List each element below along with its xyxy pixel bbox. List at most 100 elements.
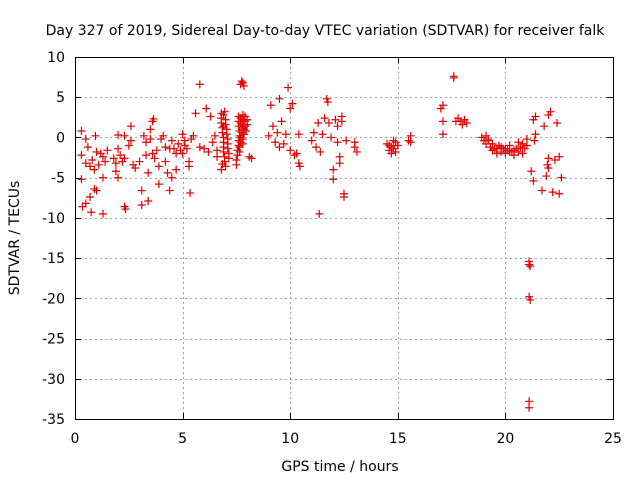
- data-point: [242, 127, 251, 136]
- data-point: [121, 205, 130, 214]
- data-point: [92, 147, 101, 156]
- data-point: [86, 162, 95, 171]
- y-tick-label: -20: [42, 291, 65, 307]
- data-point: [126, 122, 135, 131]
- data-point: [98, 173, 107, 182]
- data-point: [161, 143, 170, 152]
- data-point: [281, 130, 290, 139]
- data-point: [90, 165, 99, 174]
- data-point: [505, 147, 514, 156]
- data-point: [352, 147, 361, 156]
- data-point: [286, 104, 295, 113]
- data-point: [544, 154, 553, 163]
- data-point: [137, 201, 146, 210]
- data-point: [323, 98, 332, 107]
- data-point: [81, 199, 90, 208]
- data-point: [88, 155, 97, 164]
- data-point: [333, 138, 342, 147]
- data-point: [312, 143, 321, 152]
- data-point: [350, 143, 359, 152]
- data-point: [514, 138, 523, 147]
- data-point: [159, 131, 168, 140]
- x-axis-title: GPS time / hours: [281, 459, 398, 475]
- data-point: [544, 164, 553, 173]
- data-point: [438, 101, 447, 110]
- data-point: [111, 167, 120, 176]
- data-point: [531, 130, 540, 139]
- data-point: [98, 209, 107, 218]
- data-point: [314, 118, 323, 127]
- y-axis-title: SDTVAR / TECUs: [7, 181, 23, 296]
- data-point: [290, 151, 299, 160]
- data-point: [131, 164, 140, 173]
- data-point: [275, 143, 284, 152]
- data-point: [172, 165, 181, 174]
- data-point: [178, 130, 187, 139]
- data-point: [555, 152, 564, 161]
- data-point: [120, 154, 129, 163]
- data-point: [279, 139, 288, 148]
- data-point: [340, 192, 348, 201]
- data-point: [316, 147, 325, 156]
- data-point: [462, 118, 471, 127]
- data-point: [204, 147, 213, 156]
- data-point: [189, 131, 198, 140]
- data-point: [387, 149, 396, 158]
- data-point: [266, 101, 275, 110]
- data-point: [206, 112, 215, 121]
- data-point: [195, 143, 204, 152]
- data-point: [202, 104, 211, 113]
- data-point: [553, 118, 562, 127]
- data-point: [148, 149, 157, 158]
- data-point: [557, 173, 566, 182]
- data-point: [525, 260, 534, 269]
- data-point: [152, 146, 161, 155]
- data-point: [182, 144, 191, 153]
- data-point: [114, 131, 123, 140]
- y-tick-label: -25: [42, 332, 65, 348]
- data-point: [98, 152, 107, 161]
- x-tick-label: 10: [281, 431, 299, 447]
- data-point: [161, 157, 170, 166]
- data-point: [275, 94, 284, 103]
- data-point: [501, 144, 510, 153]
- data-point: [329, 165, 338, 174]
- y-tick-labels: 10 5 0 -5 -10 -15 -20 -25 -30 -35: [42, 50, 65, 428]
- data-point: [90, 184, 99, 193]
- data-point: [537, 186, 546, 195]
- data-point: [342, 136, 351, 145]
- data-point: [124, 141, 133, 150]
- data-point: [137, 186, 146, 195]
- data-point: [518, 139, 527, 148]
- x-tick-label: 0: [71, 431, 80, 447]
- data-point: [77, 127, 86, 136]
- data-point: [165, 186, 174, 195]
- data-point: [548, 188, 557, 197]
- data-point: [320, 114, 329, 123]
- data-point: [327, 133, 336, 142]
- data-point: [518, 149, 527, 158]
- data-point: [174, 139, 183, 148]
- data-point: [273, 128, 282, 137]
- data-point: [484, 135, 493, 144]
- data-point: [292, 149, 301, 158]
- data-point: [120, 131, 129, 140]
- data-point: [217, 165, 226, 174]
- data-point: [146, 125, 155, 134]
- data-point: [92, 186, 101, 195]
- x-tick-label: 20: [496, 431, 514, 447]
- data-point: [268, 122, 277, 131]
- data-point: [438, 130, 447, 139]
- data-point: [245, 152, 254, 161]
- x-tick-label: 25: [604, 431, 622, 447]
- data-point: [235, 147, 244, 156]
- data-point: [195, 80, 204, 89]
- data-point: [393, 141, 402, 150]
- data-point: [210, 131, 219, 140]
- data-point: [83, 143, 92, 152]
- data-point: [529, 176, 538, 185]
- data-point: [331, 115, 340, 124]
- plot-frame: [75, 57, 614, 420]
- y-tick-label: -5: [51, 171, 65, 187]
